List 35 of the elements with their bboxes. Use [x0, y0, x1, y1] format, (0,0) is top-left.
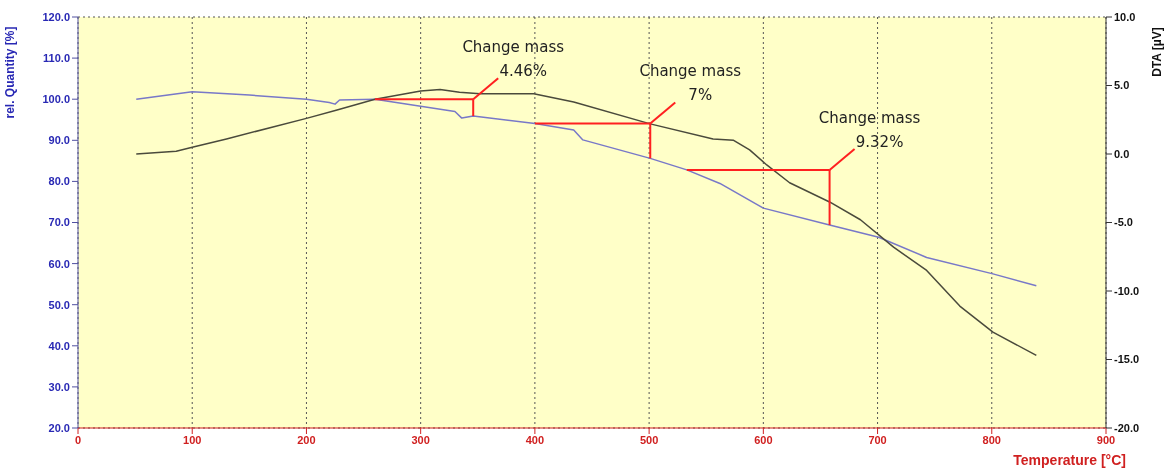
x-tick-label: 600 [754, 433, 773, 446]
y2-tick-label: 0.0 [1114, 147, 1130, 160]
x-tick-label: 700 [868, 433, 887, 446]
y-tick-label: 60.0 [48, 257, 70, 270]
y-tick-label: 100.0 [42, 93, 70, 106]
annotation: Change mass 9.32% [818, 108, 921, 151]
x-tick-label: 900 [1096, 433, 1116, 446]
y-tick-label: 90.0 [48, 134, 70, 147]
y2-tick-label: -5.0 [1114, 216, 1133, 229]
x-tick-label: 200 [297, 433, 316, 446]
x-tick-label: 500 [639, 433, 659, 446]
y-tick-label: 80.0 [48, 175, 70, 188]
y2-tick-label: -15.0 [1114, 353, 1140, 366]
annotation: Change mass 7% [639, 62, 742, 105]
x-tick-label: 800 [982, 433, 1001, 446]
y-tick-label: 40.0 [48, 339, 70, 352]
line-series [135, 88, 1038, 357]
x-tick-label: 100 [183, 433, 202, 446]
x-tick-label: 400 [525, 433, 545, 446]
y2-tick-label: 5.0 [1114, 79, 1130, 92]
y-tick-label: 20.0 [48, 421, 70, 434]
y-tick-label: 110.0 [43, 52, 70, 64]
y2-tick-label: 10.0 [1114, 10, 1136, 23]
annotation: Change mass 4.46% [462, 38, 565, 81]
x-axis-title: Temperature [°C] [1013, 452, 1126, 468]
y2-tick-label: -20.0 [1114, 421, 1140, 434]
y2-axis-title: DTA [µV] [1150, 27, 1164, 77]
y-tick-label: 120.0 [42, 10, 70, 23]
y-axis-title: rel. Quantity [%] [3, 26, 17, 119]
y-tick-label: 30.0 [48, 380, 70, 393]
y2-tick-label: -10.0 [1114, 284, 1140, 297]
y-tick-label: 50.0 [48, 298, 70, 311]
y-tick-label: 70.0 [48, 216, 70, 229]
x-tick-label: 0 [74, 433, 82, 446]
x-tick-label: 300 [411, 433, 430, 446]
